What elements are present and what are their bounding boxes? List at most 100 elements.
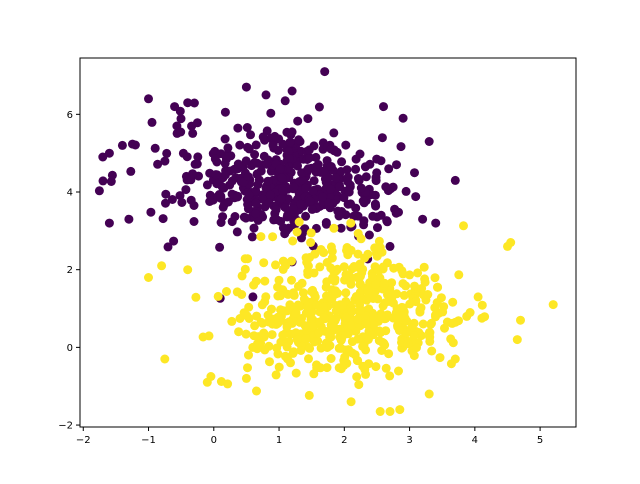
data-point [271, 370, 281, 380]
data-point [268, 141, 278, 150]
data-point [405, 270, 415, 280]
data-point [359, 216, 369, 226]
data-point [473, 292, 483, 302]
data-point [98, 152, 108, 162]
data-point [304, 390, 314, 400]
data-point [264, 198, 274, 208]
x-tick-label: 5 [537, 435, 543, 446]
data-point [183, 98, 193, 108]
data-point [397, 302, 407, 312]
data-point [294, 217, 304, 227]
data-point [394, 326, 404, 335]
data-point [378, 262, 388, 272]
data-point [247, 232, 257, 242]
data-point [314, 102, 324, 112]
data-point [352, 372, 362, 382]
data-point [353, 314, 363, 324]
y-tick-label: −2 [58, 421, 73, 432]
data-point [158, 214, 168, 224]
data-point [341, 312, 351, 322]
data-point [258, 194, 267, 204]
data-point [252, 158, 262, 168]
data-point [354, 274, 364, 284]
data-point [192, 118, 202, 128]
data-point [262, 159, 272, 169]
data-point [276, 291, 285, 301]
data-point [189, 217, 199, 226]
data-point [185, 173, 195, 183]
data-point [304, 354, 313, 364]
data-point [241, 329, 251, 339]
data-point [356, 306, 366, 315]
data-point [280, 96, 290, 106]
data-point [256, 232, 266, 242]
data-point [409, 351, 419, 361]
data-point [447, 318, 457, 328]
data-point [416, 303, 426, 313]
data-point [244, 144, 254, 154]
data-point [263, 310, 273, 320]
data-point [213, 291, 223, 301]
data-point [321, 219, 331, 229]
data-point [274, 275, 284, 285]
data-point [358, 361, 368, 371]
data-point [280, 306, 290, 316]
data-point [278, 186, 288, 196]
data-point [305, 153, 315, 163]
data-point [243, 254, 253, 264]
data-point [330, 274, 340, 284]
data-point [403, 339, 413, 349]
data-point [161, 189, 171, 199]
data-point [167, 195, 177, 204]
data-point [477, 300, 487, 310]
data-point [385, 371, 395, 381]
data-point [288, 204, 298, 214]
data-point [257, 300, 267, 310]
data-point [183, 265, 193, 275]
data-point [242, 123, 252, 132]
data-point [94, 186, 104, 196]
y-tick-label: 2 [67, 265, 73, 276]
data-point [319, 313, 329, 323]
data-point [305, 196, 315, 206]
data-point [288, 236, 298, 246]
data-point [412, 343, 421, 353]
data-point [301, 253, 311, 263]
data-point [191, 292, 201, 302]
data-point [107, 170, 117, 180]
data-point [266, 190, 275, 200]
data-point [384, 349, 394, 359]
data-point [399, 310, 409, 320]
data-point [275, 164, 285, 174]
data-point [327, 294, 337, 304]
data-point [450, 354, 460, 364]
data-point [304, 145, 314, 155]
data-point [282, 342, 292, 352]
data-point [342, 165, 352, 175]
data-point [368, 272, 377, 282]
data-point [313, 160, 323, 169]
data-point [329, 128, 339, 138]
data-point [503, 241, 512, 251]
data-point [218, 212, 228, 222]
x-tick-label: 3 [406, 435, 412, 446]
data-point [381, 363, 391, 373]
data-point [347, 337, 357, 347]
data-point [351, 292, 361, 301]
data-point [389, 263, 399, 273]
y-axis: −2 0 2 4 6 [58, 110, 80, 432]
x-tick-label: −1 [141, 435, 156, 446]
data-point [268, 232, 278, 242]
data-point [427, 346, 437, 356]
data-point [230, 212, 240, 221]
data-point [329, 223, 339, 233]
data-point [380, 340, 390, 350]
data-point [334, 363, 344, 373]
data-point [211, 170, 221, 180]
data-point [438, 307, 448, 317]
data-point [346, 277, 355, 287]
data-point [345, 347, 355, 357]
data-point [265, 357, 274, 367]
data-point [291, 368, 301, 378]
data-point [548, 300, 558, 310]
